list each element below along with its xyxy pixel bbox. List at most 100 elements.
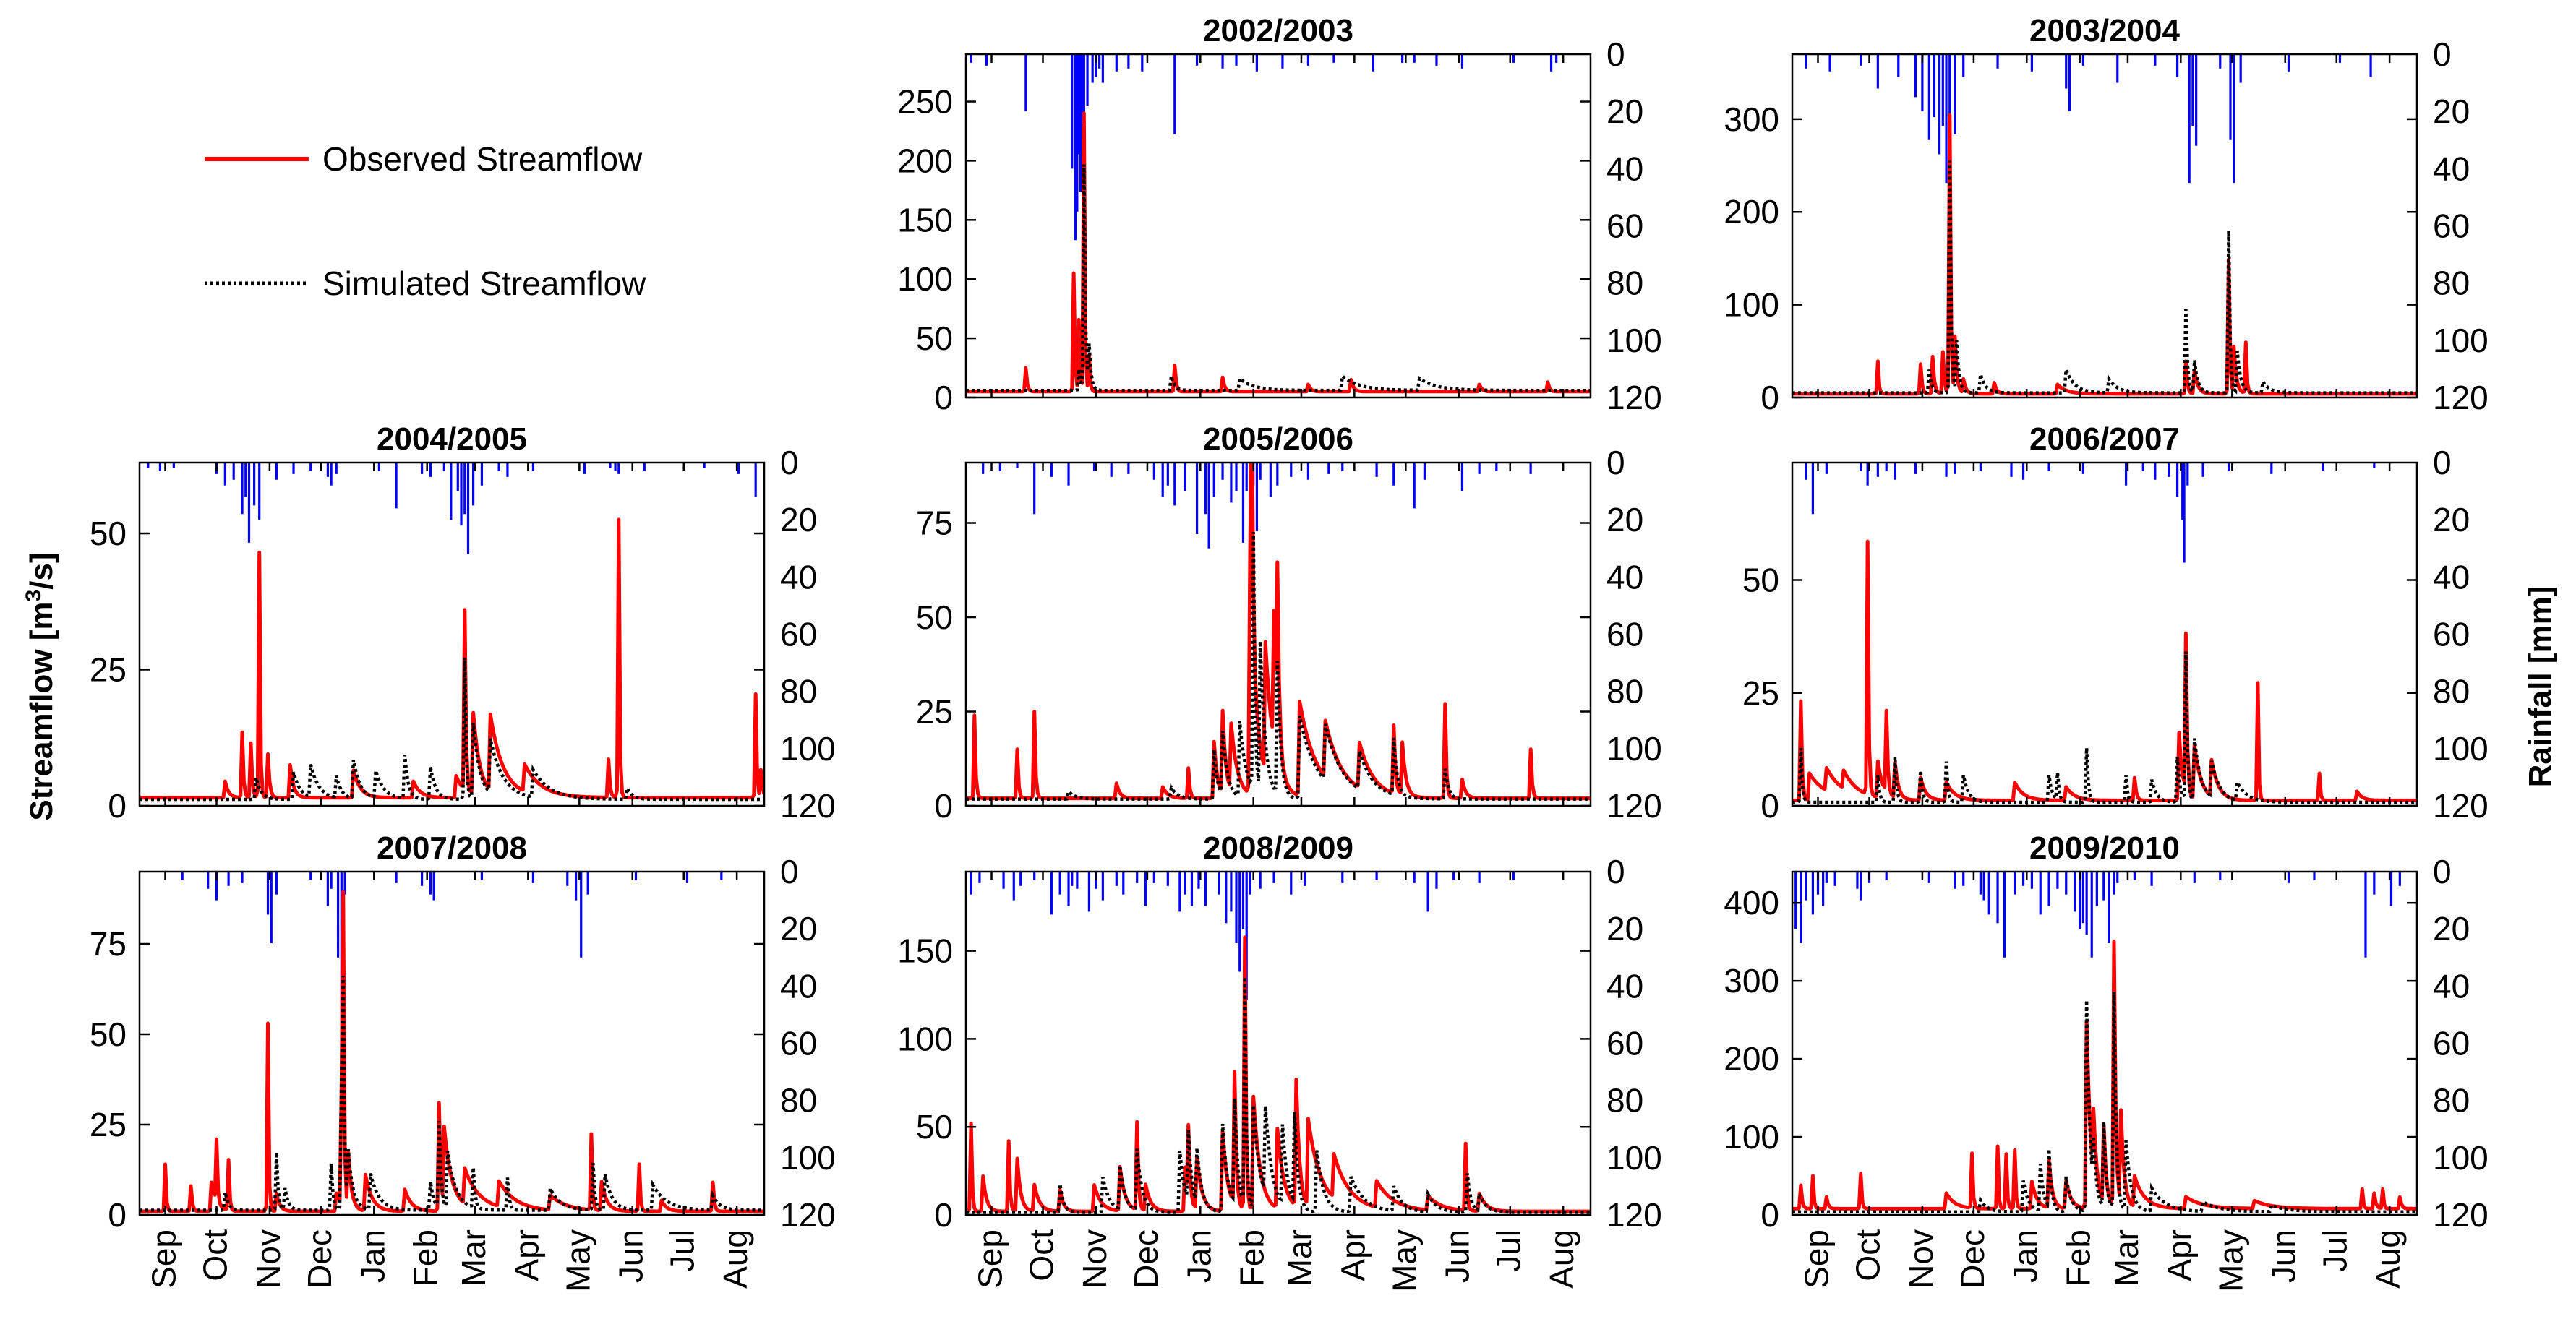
y-tick-label: 25 bbox=[916, 693, 953, 731]
panel-2006-2007: 2006/2007 0 25 50 0 20 40 60 80 100 120 bbox=[1742, 421, 2489, 825]
x-tick-label: Oct bbox=[197, 1229, 234, 1281]
y-tick-label: 75 bbox=[916, 504, 953, 542]
rain-tick-label: 40 bbox=[2433, 150, 2470, 187]
x-tick-label: Nov bbox=[1902, 1229, 1940, 1289]
panel-2005-2006: 2005/2006 0 25 50 75 0 20 40 60 80 100 120 bbox=[916, 421, 1662, 825]
x-tick-label: Oct bbox=[1849, 1229, 1887, 1281]
rain-tick-label: 40 bbox=[1606, 558, 1643, 596]
rain-tick-label: 20 bbox=[1606, 93, 1643, 130]
rain-tick-label: 80 bbox=[2433, 1082, 2470, 1120]
x-tick-label: Apr bbox=[2160, 1229, 2198, 1281]
legend-observed-label: Observed Streamflow bbox=[322, 140, 643, 178]
y-tick-label: 100 bbox=[897, 260, 953, 298]
rain-tick-label: 20 bbox=[2433, 910, 2470, 948]
x-tick-label: May bbox=[2212, 1229, 2249, 1292]
rain-tick-label: 100 bbox=[1606, 322, 1662, 359]
rain-tick-label: 100 bbox=[780, 1139, 836, 1177]
x-tick-label: Jun bbox=[612, 1229, 650, 1283]
x-tick-label: Feb bbox=[1233, 1229, 1271, 1286]
rain-tick-label: 0 bbox=[1606, 35, 1625, 73]
panel-title: 2009/2010 bbox=[2029, 830, 2180, 866]
rain-tick-label: 0 bbox=[1606, 444, 1625, 481]
rain-tick-label: 60 bbox=[780, 616, 817, 653]
x-tick-label: Mar bbox=[2108, 1229, 2145, 1286]
panel-title: 2005/2006 bbox=[1203, 421, 1353, 457]
rain-tick-label: 100 bbox=[1606, 730, 1662, 768]
y-tick-label: 0 bbox=[934, 1196, 953, 1234]
rain-tick-label: 80 bbox=[780, 1082, 817, 1120]
y-tick-label: 100 bbox=[1724, 1118, 1779, 1156]
y-tick-label: 150 bbox=[897, 201, 953, 239]
rain-tick-label: 100 bbox=[2433, 322, 2489, 359]
x-tick-label: Oct bbox=[1023, 1229, 1061, 1281]
panel-title: 2008/2009 bbox=[1203, 830, 1353, 866]
x-tick-label: Dec bbox=[1954, 1229, 1991, 1289]
rain-tick-label: 80 bbox=[780, 673, 817, 710]
x-tick-label: Apr bbox=[508, 1229, 545, 1281]
panel-2009-2010: 2009/2010 0 100 200 300 400 0 20 40 60 80 100 120 Sep… bbox=[1724, 830, 2489, 1292]
x-tick-label: Aug bbox=[716, 1229, 754, 1289]
x-tick-label: Apr bbox=[1334, 1229, 1372, 1281]
plot-area bbox=[966, 54, 1591, 394]
axes-frame bbox=[1791, 870, 2418, 1216]
rain-tick-label: 40 bbox=[780, 558, 817, 596]
y-tick-label: 200 bbox=[897, 142, 953, 179]
plot-area bbox=[140, 463, 764, 802]
simulated-streamflow-line bbox=[1792, 991, 2417, 1213]
y-tick-label: 300 bbox=[1724, 962, 1779, 1000]
y-tick-label: 0 bbox=[934, 379, 953, 416]
x-tick-label: Jun bbox=[2265, 1229, 2303, 1283]
observed-streamflow-line bbox=[140, 890, 764, 1213]
y-tick-label: 0 bbox=[1760, 379, 1779, 416]
x-tick-label: Nov bbox=[249, 1229, 287, 1289]
y-tick-label: 150 bbox=[897, 932, 953, 970]
rain-tick-label: 80 bbox=[2433, 265, 2470, 302]
rain-tick-label: 120 bbox=[2433, 379, 2489, 416]
y-tick-label: 0 bbox=[108, 787, 127, 825]
plot-area bbox=[1792, 463, 2417, 804]
rain-tick-label: 0 bbox=[780, 853, 799, 890]
rain-tick-label: 120 bbox=[2433, 787, 2489, 825]
x-tick-label: Dec bbox=[301, 1229, 338, 1289]
x-tick-label: May bbox=[1385, 1229, 1423, 1292]
y-tick-label: 300 bbox=[1724, 100, 1779, 138]
left-axis-label: Streamflow [m3/s] bbox=[22, 552, 59, 820]
rain-tick-label: 0 bbox=[2433, 853, 2452, 890]
rain-tick-label: 80 bbox=[1606, 265, 1643, 302]
y-tick-label: 0 bbox=[1760, 1196, 1779, 1234]
x-tick-label: Jul bbox=[1490, 1229, 1528, 1272]
x-tick-label: Aug bbox=[1543, 1229, 1580, 1289]
x-tick-label: Jan bbox=[1180, 1229, 1218, 1283]
observed-streamflow-line bbox=[966, 935, 1591, 1213]
rain-tick-label: 60 bbox=[2433, 616, 2470, 653]
x-tick-label: Aug bbox=[2369, 1229, 2407, 1289]
axes-frame bbox=[138, 870, 766, 1216]
panel-2004-2005: 2004/2005 0 25 50 0 20 40 60 80 100 120 bbox=[90, 421, 836, 825]
rain-tick-label: 20 bbox=[2433, 93, 2470, 130]
x-tick-label: Nov bbox=[1076, 1229, 1113, 1289]
rain-tick-label: 80 bbox=[1606, 673, 1643, 710]
y-tick-label: 50 bbox=[916, 598, 953, 636]
y-tick-label: 25 bbox=[1742, 674, 1779, 712]
x-tick-label: Sep bbox=[145, 1229, 183, 1289]
panel-2007-2008: 2007/2008 0 25 50 75 0 20 40 60 80 100 120 Sep Oct Nov… bbox=[90, 830, 836, 1292]
legend: Observed Streamflow Simulated Streamflow bbox=[205, 140, 646, 302]
observed-streamflow-line bbox=[140, 517, 764, 800]
y-tick-label: 50 bbox=[90, 1015, 127, 1053]
y-tick-label: 50 bbox=[1742, 562, 1779, 599]
x-tick-label: Feb bbox=[407, 1229, 445, 1286]
rain-tick-label: 40 bbox=[1606, 967, 1643, 1005]
y-tick-label: 0 bbox=[1760, 787, 1779, 825]
simulated-streamflow-line bbox=[966, 164, 1591, 392]
y-tick-label: 25 bbox=[90, 651, 127, 689]
simulated-streamflow-line bbox=[966, 532, 1591, 801]
y-tick-label: 100 bbox=[897, 1020, 953, 1057]
panel-2008-2009: 2008/2009 0 50 100 150 0 20 40 60 80 100 120 Sep Oct N… bbox=[897, 830, 1662, 1292]
rain-tick-label: 80 bbox=[1606, 1082, 1643, 1120]
rain-tick-label: 100 bbox=[2433, 730, 2489, 768]
panel-title: 2006/2007 bbox=[2029, 421, 2180, 457]
rain-tick-label: 120 bbox=[780, 787, 836, 825]
x-tick-label: May bbox=[559, 1229, 596, 1292]
x-tick-label: Jun bbox=[1439, 1229, 1476, 1283]
